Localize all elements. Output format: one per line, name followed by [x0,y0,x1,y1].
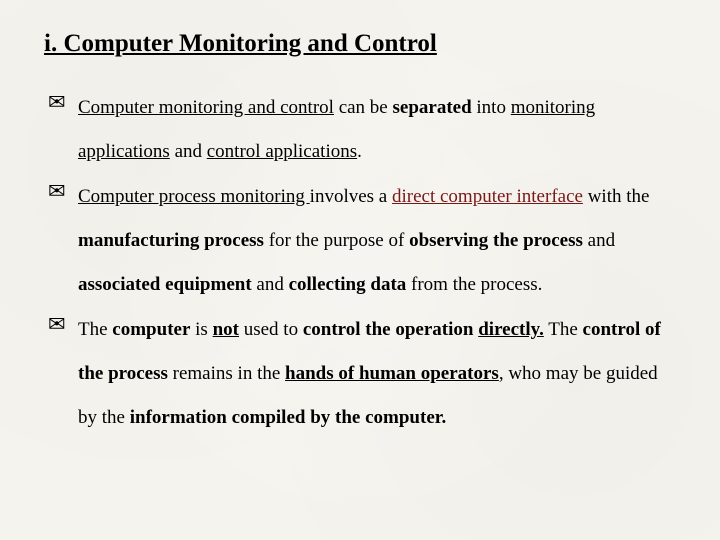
bullet-text: Computer monitoring and control can be s… [78,97,595,162]
bullet-text: The computer is not used to control the … [78,319,661,427]
slide-heading: i. Computer Monitoring and Control [44,30,680,58]
bullet-text: Computer process monitoring involves a d… [78,186,649,294]
bullet-item: ✉ Computer monitoring and control can be … [48,86,680,173]
envelope-icon: ✉ [48,92,68,112]
envelope-icon: ✉ [48,314,68,334]
bullet-item: ✉ The computer is not used to control the… [48,308,680,439]
envelope-icon: ✉ [48,181,68,201]
bullet-item: ✉ Computer process monitoring involves a … [48,175,680,306]
bullet-list: ✉ Computer monitoring and control can be … [44,86,680,440]
